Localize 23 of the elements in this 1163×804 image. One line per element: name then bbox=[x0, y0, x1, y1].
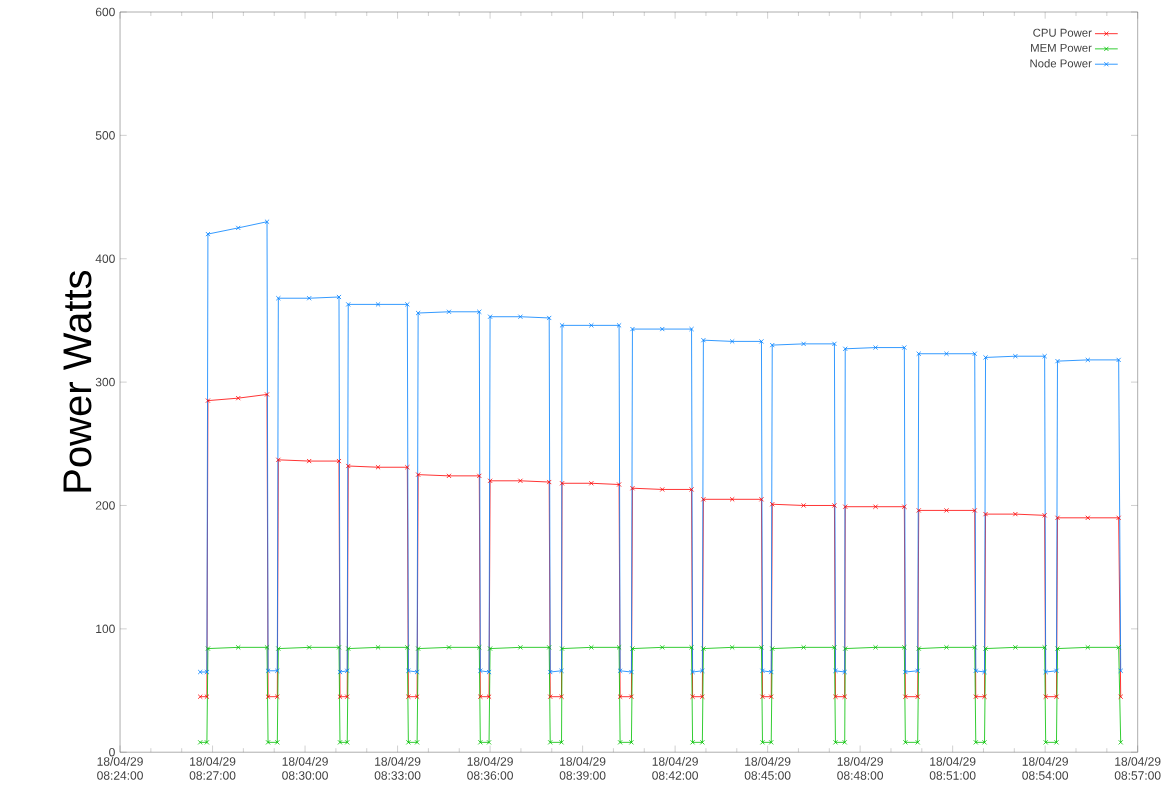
y-tick-label: 0 bbox=[109, 747, 115, 757]
x-tick-label: 18/04/29 08:48:00 bbox=[837, 756, 884, 780]
y-tick-label: 500 bbox=[95, 131, 115, 140]
y-tick-label: 100 bbox=[96, 624, 115, 633]
legend-label: MEM Power bbox=[1031, 43, 1092, 52]
y-axis-title: Power Watts bbox=[63, 270, 92, 492]
x-tick-label: 18/04/29 08:51:00 bbox=[929, 756, 976, 780]
y-tick-label: 300 bbox=[95, 377, 115, 387]
x-tick-label: 18/04/29 08:33:00 bbox=[374, 756, 421, 780]
y-tick-label: 400 bbox=[95, 254, 115, 263]
y-tick-label: 600 bbox=[95, 7, 115, 17]
x-tick-label: 18/04/29 08:30:00 bbox=[282, 756, 328, 780]
x-tick-label: 18/04/29 08:36:00 bbox=[467, 756, 513, 780]
legend-label: CPU Power bbox=[1033, 28, 1092, 37]
x-tick-label: 18/04/29 08:24:00 bbox=[97, 756, 143, 780]
x-tick-label: 18/04/29 08:42:00 bbox=[652, 756, 699, 780]
legend-label: Node Power bbox=[1030, 58, 1092, 68]
x-tick-label: 18/04/29 08:27:00 bbox=[189, 756, 236, 780]
x-tick-label: 18/04/29 08:39:00 bbox=[559, 756, 606, 780]
x-tick-label: 18/04/29 08:57:00 bbox=[1114, 756, 1161, 780]
x-tick-label: 18/04/29 08:54:00 bbox=[1022, 756, 1069, 780]
y-tick-label: 200 bbox=[95, 501, 115, 510]
x-tick-label: 18/04/29 08:45:00 bbox=[744, 756, 791, 780]
